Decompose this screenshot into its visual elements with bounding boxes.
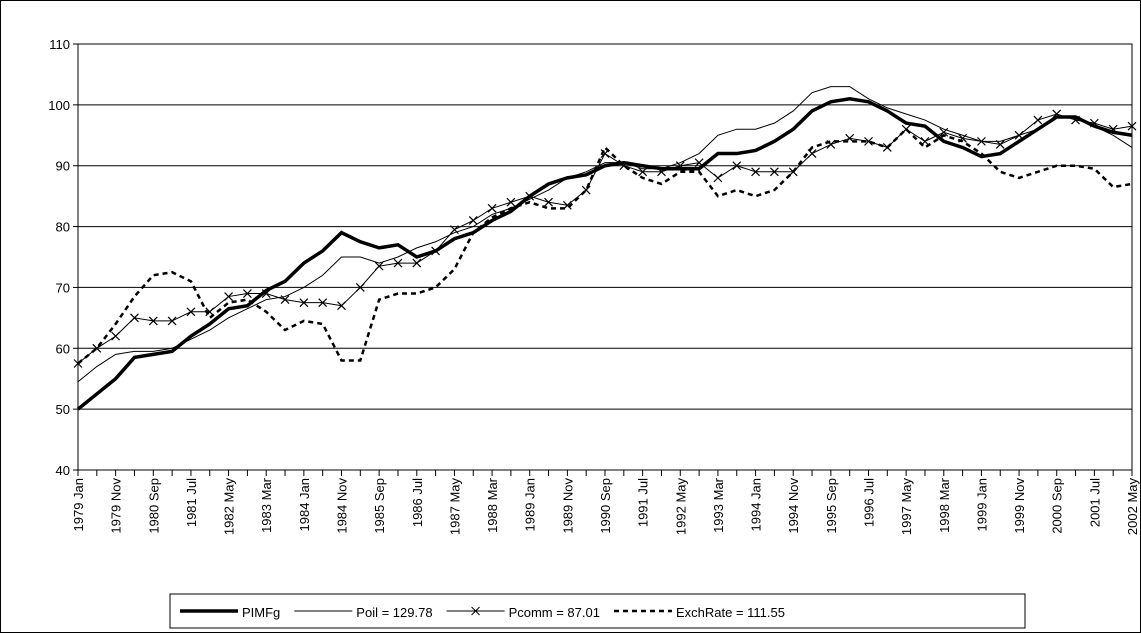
y-tick-label: 110	[49, 37, 70, 52]
x-tick-label: 1998 Mar	[937, 477, 952, 533]
cross-marker	[657, 167, 666, 177]
cross-marker	[224, 292, 233, 301]
cross-marker	[337, 301, 346, 311]
y-tick-label: 90	[56, 159, 70, 174]
cross-marker	[487, 203, 497, 213]
cross-marker	[506, 197, 516, 207]
cross-marker	[864, 136, 873, 146]
x-tick-label: 1995 Sep	[824, 478, 839, 534]
x-tick-label: 1982 May	[222, 478, 237, 536]
cross-marker	[525, 191, 535, 201]
x-tick-label: 2000 Sep	[1050, 478, 1065, 534]
y-tick-label: 70	[56, 280, 70, 295]
y-tick-label: 100	[48, 98, 70, 113]
cross-marker	[431, 246, 441, 256]
cross-marker	[261, 289, 271, 298]
x-tick-label: 1985 Sep	[372, 478, 387, 534]
x-tick-label: 1988 Mar	[485, 477, 500, 533]
cross-marker	[1089, 118, 1099, 128]
cross-marker	[638, 167, 648, 177]
legend-label: ExchRate = 111.55	[676, 605, 785, 620]
cross-marker	[939, 127, 949, 137]
cross-marker	[450, 225, 459, 235]
x-tick-label: 1994 Nov	[786, 478, 801, 534]
cross-marker	[1071, 115, 1080, 125]
cross-marker	[1108, 124, 1118, 134]
cross-marker	[111, 331, 121, 341]
x-tick-label: 1980 Sep	[146, 478, 161, 534]
legend-label: Poil = 129.78	[356, 605, 432, 620]
x-tick-label: 1992 May	[673, 478, 688, 536]
cross-marker	[242, 289, 252, 298]
cross-marker	[807, 149, 817, 158]
cross-marker	[468, 216, 478, 225]
x-tick-label: 1984 Jan	[297, 478, 312, 532]
x-tick-label: 1989 Nov	[560, 478, 575, 534]
cross-marker	[148, 316, 158, 326]
x-tick-label: 1999 Nov	[1012, 478, 1027, 534]
cross-marker	[1052, 109, 1062, 119]
x-tick-label: 1981 Jul	[184, 478, 199, 527]
cross-marker	[732, 161, 742, 171]
y-tick-label: 60	[56, 341, 70, 356]
x-tick-label: 2001 Jul	[1087, 478, 1102, 527]
x-tick-label: 1997 May	[899, 478, 914, 536]
x-tick-label: 1999 Jan	[974, 478, 989, 532]
cross-marker	[544, 197, 553, 207]
cross-marker	[694, 158, 704, 168]
cross-marker	[675, 161, 685, 171]
cross-marker	[280, 295, 290, 305]
y-tick-label: 40	[56, 463, 70, 478]
cross-marker	[977, 136, 986, 146]
x-tick-label: 1984 Nov	[335, 478, 350, 534]
cross-marker	[1014, 130, 1024, 140]
x-tick-label: 1979 Nov	[109, 478, 124, 534]
x-tick-label: 1986 Jul	[410, 478, 425, 527]
y-tick-label: 80	[56, 220, 70, 235]
cross-marker	[393, 258, 403, 268]
cross-marker	[186, 307, 196, 317]
cross-marker	[412, 258, 422, 268]
cross-marker	[318, 298, 328, 308]
series-line	[76, 96, 1133, 411]
cross-marker	[751, 167, 760, 177]
cross-marker	[769, 167, 779, 177]
legend-label: Pcomm = 87.01	[509, 605, 600, 620]
x-tick-label: 2002 May	[1125, 478, 1140, 536]
cross-marker	[374, 261, 384, 271]
x-tick-label: 1979 Jan	[71, 478, 86, 532]
series-line	[77, 86, 1133, 383]
x-tick-label: 1983 Mar	[259, 477, 274, 533]
x-tick-label: 1994 Jan	[749, 478, 764, 532]
legend-label: PIMFg	[242, 605, 280, 620]
cross-marker	[1033, 115, 1043, 125]
x-tick-label: 1991 Jul	[636, 478, 651, 527]
y-tick-label: 50	[56, 402, 70, 417]
x-tick-label: 1990 Sep	[598, 478, 613, 534]
cross-marker	[1127, 121, 1137, 131]
x-tick-label: 1989 Jan	[523, 478, 538, 532]
cross-marker	[130, 313, 139, 323]
cross-marker	[713, 173, 723, 183]
cross-marker	[355, 283, 365, 292]
x-tick-label: 1993 Mar	[711, 477, 726, 533]
legend-marker	[471, 606, 480, 616]
cross-marker	[167, 316, 177, 326]
x-tick-label: 1987 May	[447, 478, 462, 536]
cross-marker	[299, 298, 309, 308]
cross-marker	[995, 139, 1005, 149]
x-tick-label: 1996 Jul	[862, 478, 877, 527]
